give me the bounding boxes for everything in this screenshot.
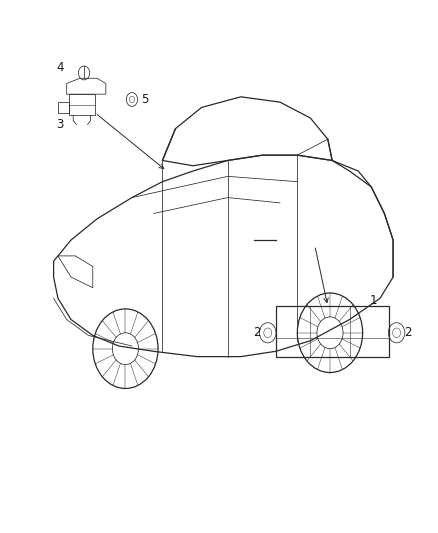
Text: 2: 2 [405,326,412,340]
Text: 5: 5 [141,93,148,106]
Text: 4: 4 [57,61,64,74]
Text: 2: 2 [254,326,261,340]
Text: 3: 3 [57,118,64,131]
Text: 1: 1 [370,294,377,308]
